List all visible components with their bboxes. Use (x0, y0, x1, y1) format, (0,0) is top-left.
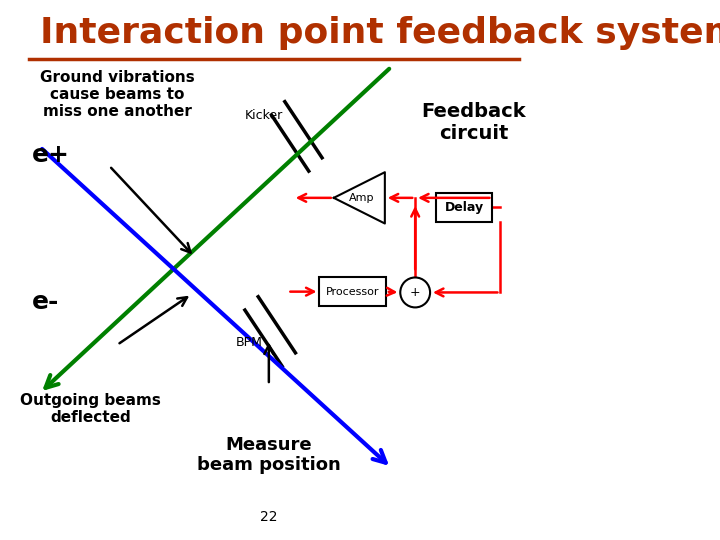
Text: 22: 22 (260, 510, 278, 524)
Text: +: + (410, 286, 420, 299)
Text: Processor: Processor (326, 287, 379, 296)
Circle shape (400, 278, 430, 307)
Text: Amp: Amp (349, 193, 374, 203)
Text: e+: e+ (32, 143, 70, 167)
FancyBboxPatch shape (436, 192, 492, 222)
Text: Feedback
circuit: Feedback circuit (421, 102, 526, 143)
Text: Ground vibrations
cause beams to
miss one another: Ground vibrations cause beams to miss on… (40, 70, 195, 119)
Text: e-: e- (32, 290, 60, 314)
Text: Kicker: Kicker (245, 109, 283, 122)
Text: BPM: BPM (236, 336, 263, 349)
Text: Measure
beam position: Measure beam position (197, 436, 341, 475)
Text: Interaction point feedback system: Interaction point feedback system (40, 16, 720, 50)
FancyBboxPatch shape (320, 277, 386, 306)
Text: Outgoing beams
deflected: Outgoing beams deflected (20, 393, 161, 426)
Text: Delay: Delay (445, 201, 484, 214)
